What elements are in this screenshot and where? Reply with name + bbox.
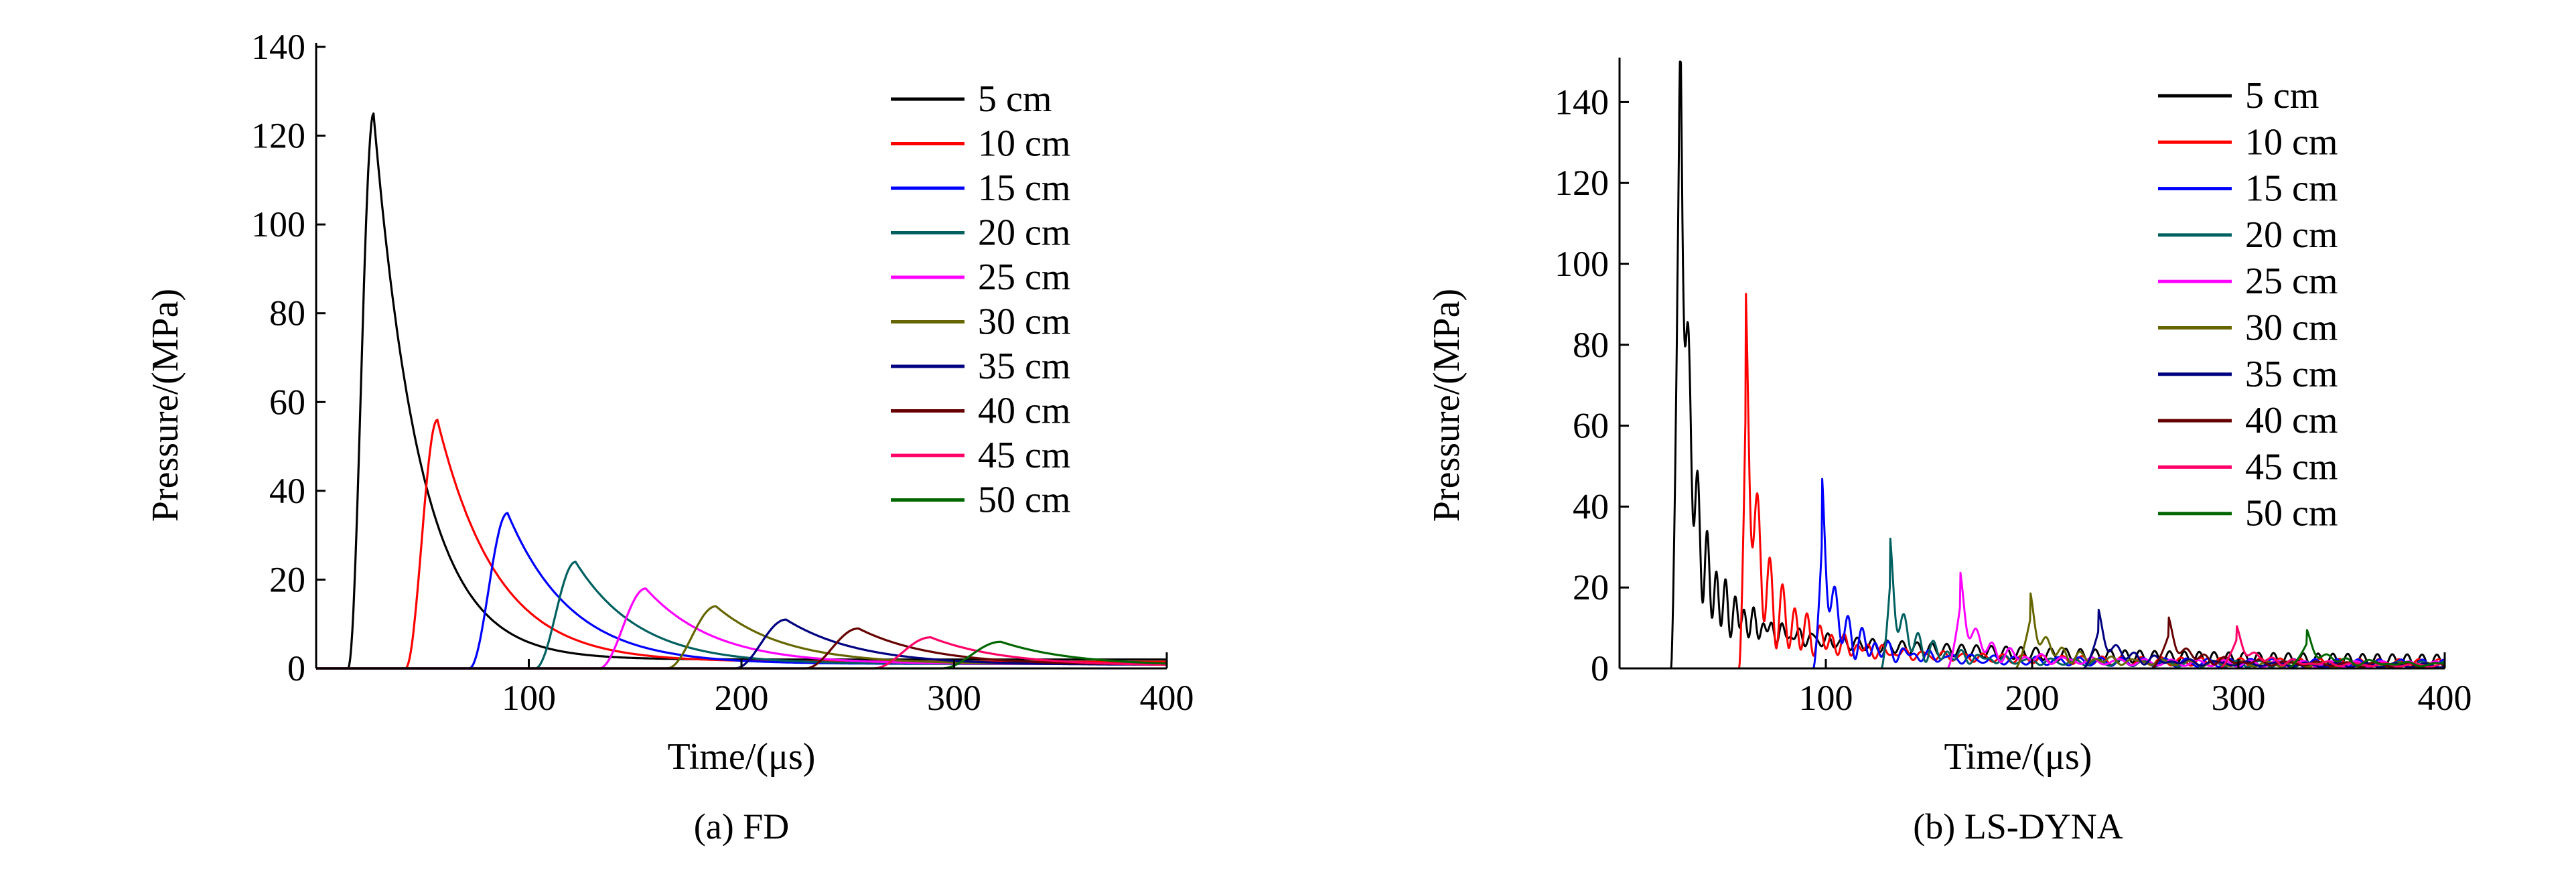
panel-b-legend-label: 45 cm xyxy=(2245,446,2338,488)
panel-a-x-tick-label: 200 xyxy=(715,678,769,718)
panel-b-legend-label: 30 cm xyxy=(2245,307,2338,349)
panel-a-y-tick-label: 40 xyxy=(269,471,305,511)
panel-b-y-tick-label: 0 xyxy=(1591,648,1609,688)
panel-a-ticks: 0 20 40 60 80 100 120 140 100 200 300 400 xyxy=(251,27,1194,718)
panel-a-y-tick-label: 60 xyxy=(269,382,305,422)
panel-a-legend-label: 5 cm xyxy=(978,78,1052,120)
panel-b-caption: (b) LS-DYNA xyxy=(1913,806,2123,847)
panel-a-y-tick-label: 120 xyxy=(251,116,305,156)
panel-b-series-line-5cm xyxy=(1619,60,2445,670)
panel-b-y-tick-label: 140 xyxy=(1555,82,1609,122)
panel-b-x-tick-label: 300 xyxy=(2212,678,2266,718)
panel-b-legend-label: 15 cm xyxy=(2245,168,2338,210)
panel-b-x-tick-label: 100 xyxy=(1799,678,1853,718)
panel-a-legend-label: 30 cm xyxy=(978,301,1070,343)
panel-b-y-tick-label: 100 xyxy=(1555,244,1609,284)
panel-b-y-tick-label: 120 xyxy=(1555,163,1609,203)
panel-a-legend-label: 10 cm xyxy=(978,123,1070,165)
panel-a-x-tick-label: 100 xyxy=(502,678,556,718)
panel-a-caption: (a) FD xyxy=(694,806,789,847)
panel-a-legend-label: 40 cm xyxy=(978,390,1070,432)
panel-a-x-axis-label: Time/(μs) xyxy=(668,736,816,778)
panel-b-x-axis-label: Time/(μs) xyxy=(1944,736,2092,778)
panel-b-y-tick-label: 40 xyxy=(1573,486,1609,526)
panel-b-legend-label: 35 cm xyxy=(2245,354,2338,395)
panel-b-legend-label: 25 cm xyxy=(2245,261,2338,302)
panel-b-y-tick-label: 60 xyxy=(1573,406,1609,446)
panel-a-y-tick-label: 0 xyxy=(287,648,305,688)
panel-b-y-tick-label: 20 xyxy=(1573,567,1609,607)
panel-b-y-tick-label: 80 xyxy=(1573,325,1609,365)
panel-a-x-tick-label: 300 xyxy=(927,678,981,718)
panel-b-legend-label: 5 cm xyxy=(2245,75,2319,117)
panel-a-y-tick-label: 100 xyxy=(251,204,305,244)
panel-b-legend-label: 20 cm xyxy=(2245,214,2338,256)
panel-b-legend-label: 10 cm xyxy=(2245,121,2338,163)
panel-b-x-tick-label: 200 xyxy=(2005,678,2060,718)
panel-a-x-tick-label: 400 xyxy=(1140,678,1194,718)
panel-b-x-tick-label: 400 xyxy=(2418,678,2472,718)
panel-a-legend-label: 25 cm xyxy=(978,257,1070,298)
panel-a-legend-label: 15 cm xyxy=(978,167,1070,209)
panel-a-legend-label: 35 cm xyxy=(978,346,1070,387)
panel-b-ticks: 0 20 40 60 80 100 120 140 100 200 300 400 xyxy=(1555,82,2472,718)
panel-a-y-tick-label: 20 xyxy=(269,559,305,599)
panel-a-legend-label: 50 cm xyxy=(978,480,1070,521)
panel-a-legend-label: 45 cm xyxy=(978,435,1070,476)
panel-b-y-axis-label: Pressure/(MPa) xyxy=(1426,289,1468,522)
panel-b-legend-label: 50 cm xyxy=(2245,493,2338,534)
panel-b-legend-label: 40 cm xyxy=(2245,400,2338,441)
panel-a-y-axis-label: Pressure/(MPa) xyxy=(145,289,186,522)
panel-a-y-tick-label: 140 xyxy=(251,27,305,67)
panel-a-y-tick-label: 80 xyxy=(269,293,305,334)
panel-a-legend-label: 20 cm xyxy=(978,212,1070,254)
